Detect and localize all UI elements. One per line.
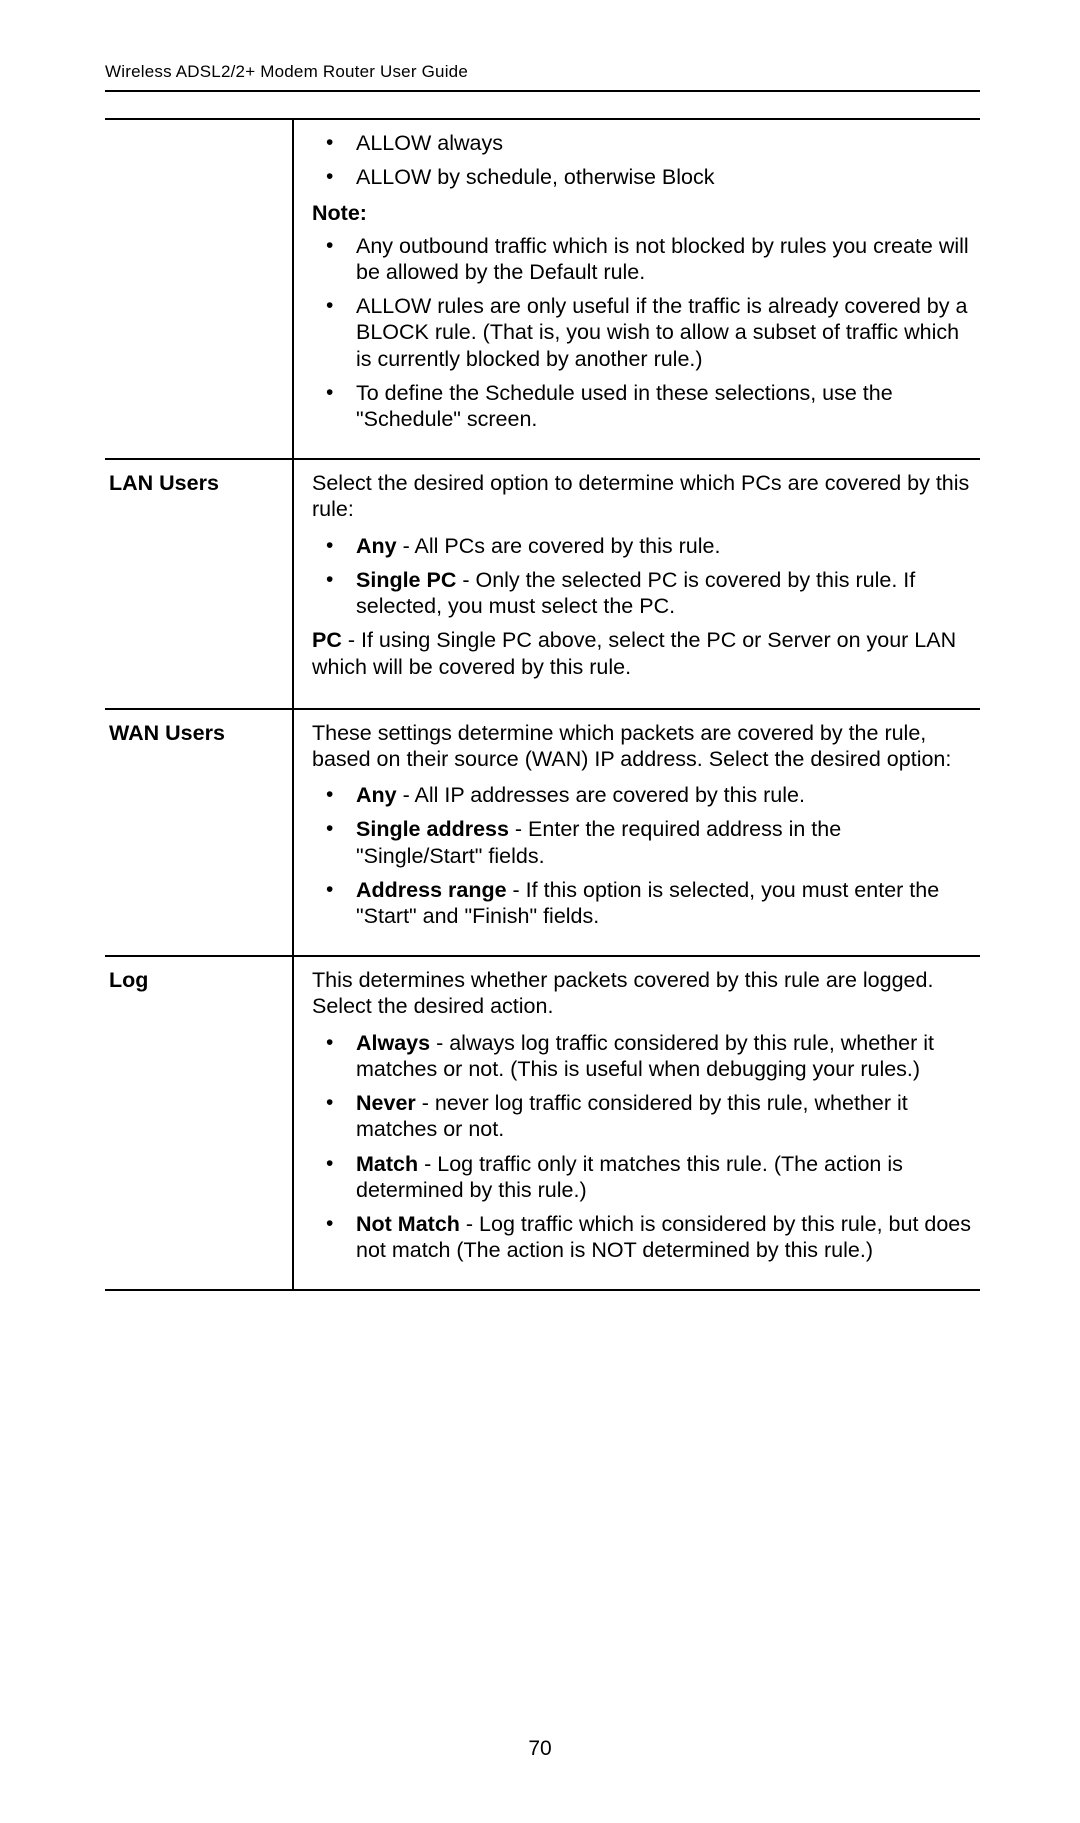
list-item: Address range - If this option is select… [312, 877, 972, 929]
header-rule [105, 90, 980, 92]
list-item: Any - All IP addresses are covered by th… [312, 782, 972, 808]
row-description: These settings determine which packets a… [293, 709, 980, 957]
item-text: Any outbound traffic which is not blocke… [356, 234, 969, 284]
list-item: Any - All PCs are covered by this rule. [312, 533, 972, 559]
list-item: Always - always log traffic considered b… [312, 1030, 972, 1082]
row-description: Select the desired option to determine w… [293, 459, 980, 709]
list-item: Match - Log traffic only it matches this… [312, 1151, 972, 1203]
term: Address range [356, 878, 507, 902]
item-text: ALLOW always [356, 131, 503, 155]
term: Never [356, 1091, 416, 1115]
row-description: This determines whether packets covered … [293, 956, 980, 1290]
term-text: - If using Single PC above, select the P… [312, 628, 956, 678]
bullet-list: Any - All IP addresses are covered by th… [312, 782, 972, 929]
paragraph: PC - If using Single PC above, select th… [312, 627, 972, 679]
item-text: ALLOW rules are only useful if the traff… [356, 294, 967, 370]
bullet-list: Any outbound traffic which is not blocke… [312, 233, 972, 433]
table-row: ALLOW always ALLOW by schedule, otherwise… [105, 119, 980, 459]
row-label: LAN Users [105, 459, 293, 709]
item-text: - All IP addresses are covered by this r… [397, 783, 805, 807]
list-item: Single PC - Only the selected PC is cove… [312, 567, 972, 619]
item-text: ALLOW by schedule, otherwise Block [356, 165, 715, 189]
table-row: Log This determines whether packets cover… [105, 956, 980, 1290]
list-item: To define the Schedule used in these sel… [312, 380, 972, 432]
term: Single PC [356, 568, 456, 592]
list-item: ALLOW by schedule, otherwise Block [312, 164, 972, 190]
item-text: - never log traffic considered by this r… [356, 1091, 908, 1141]
term: PC [312, 628, 342, 652]
item-text: - Log traffic only it matches this rule.… [356, 1152, 903, 1202]
term: Any [356, 783, 397, 807]
item-text: - always log traffic considered by this … [356, 1031, 934, 1081]
definition-table: ALLOW always ALLOW by schedule, otherwise… [105, 118, 980, 1291]
row-label: Log [105, 956, 293, 1290]
row-label: WAN Users [105, 709, 293, 957]
term: Match [356, 1152, 418, 1176]
item-text: - All PCs are covered by this rule. [397, 534, 721, 558]
list-item: Any outbound traffic which is not blocke… [312, 233, 972, 285]
row-label [105, 119, 293, 459]
term: Not Match [356, 1212, 460, 1236]
row-description: ALLOW always ALLOW by schedule, otherwise… [293, 119, 980, 459]
bullet-list: ALLOW always ALLOW by schedule, otherwise… [312, 130, 972, 190]
list-item: ALLOW rules are only useful if the traff… [312, 293, 972, 372]
list-item: Never - never log traffic considered by … [312, 1090, 972, 1142]
table-row: WAN Users These settings determine which … [105, 709, 980, 957]
list-item: Not Match - Log traffic which is conside… [312, 1211, 972, 1263]
term: Single address [356, 817, 509, 841]
page-number: 70 [0, 1737, 1080, 1761]
term: Any [356, 534, 397, 558]
table-row: LAN Users Select the desired option to de… [105, 459, 980, 709]
list-item: ALLOW always [312, 130, 972, 156]
list-item: Single address - Enter the required addr… [312, 816, 972, 868]
term: Always [356, 1031, 430, 1055]
note-label: Note: [312, 200, 972, 226]
document-page: Wireless ADSL2/2+ Modem Router User Guid… [0, 0, 1080, 1823]
item-text: To define the Schedule used in these sel… [356, 381, 893, 431]
bullet-list: Always - always log traffic considered b… [312, 1030, 972, 1264]
paragraph: This determines whether packets covered … [312, 967, 972, 1019]
bullet-list: Any - All PCs are covered by this rule. S… [312, 533, 972, 620]
header-title: Wireless ADSL2/2+ Modem Router User Guid… [105, 62, 980, 82]
paragraph: Select the desired option to determine w… [312, 470, 972, 522]
paragraph: These settings determine which packets a… [312, 720, 972, 772]
